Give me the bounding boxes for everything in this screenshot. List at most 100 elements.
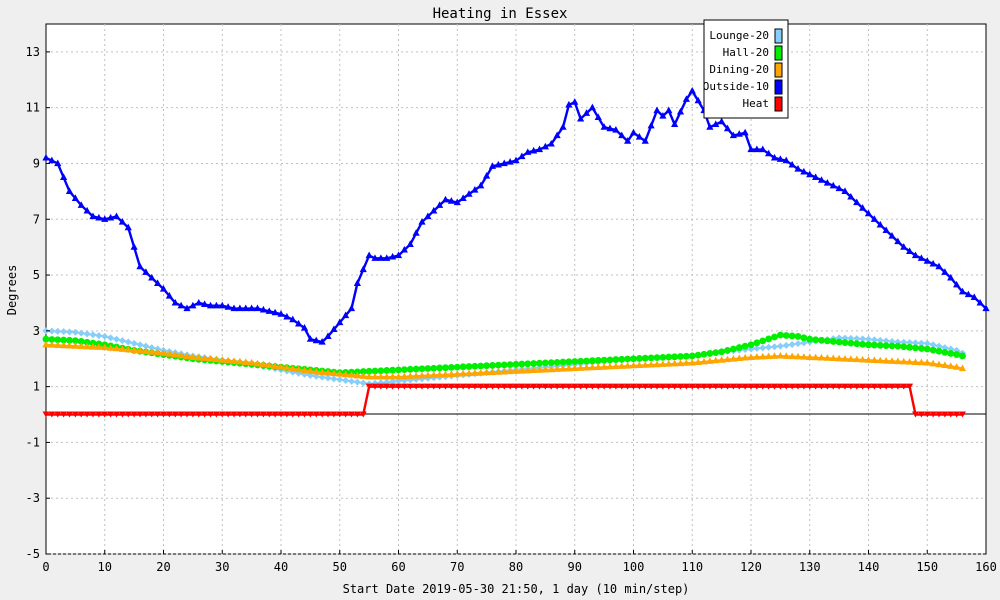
data-point [165, 349, 173, 357]
data-point [471, 369, 479, 376]
data-point [741, 128, 749, 136]
series-heat [42, 383, 966, 418]
data-point [829, 383, 837, 390]
data-point [647, 354, 655, 362]
data-point [953, 363, 961, 370]
y-tick-label: 5 [33, 268, 40, 282]
data-point [494, 361, 502, 369]
data-point [353, 378, 361, 386]
x-tick-label: 30 [215, 560, 229, 574]
data-point [371, 367, 379, 375]
data-point [800, 353, 808, 360]
data-point [183, 411, 191, 418]
data-point [770, 153, 779, 161]
data-point [553, 358, 561, 366]
data-point [677, 353, 684, 360]
data-point [541, 359, 549, 367]
data-point [283, 411, 291, 418]
data-point [864, 209, 873, 217]
data-point [136, 411, 144, 418]
data-point [524, 360, 532, 368]
data-point [876, 341, 884, 349]
data-point [406, 240, 414, 247]
data-point [741, 342, 749, 350]
data-point [870, 356, 878, 364]
data-point [594, 363, 602, 370]
data-point [459, 369, 467, 377]
data-point [324, 411, 332, 418]
data-point [870, 383, 878, 390]
data-point [900, 343, 908, 351]
y-tick-label: -1 [26, 435, 40, 449]
data-point [547, 139, 555, 147]
data-point [565, 358, 573, 366]
data-point [976, 298, 984, 306]
data-point [947, 273, 955, 281]
data-point [776, 383, 784, 390]
data-point [113, 411, 120, 418]
data-point [706, 357, 714, 364]
data-point [271, 308, 279, 316]
data-point [923, 339, 931, 347]
data-point [377, 372, 385, 380]
data-point [365, 251, 373, 259]
data-point [759, 383, 767, 390]
data-point [935, 262, 943, 270]
data-point [118, 411, 126, 418]
data-point [353, 279, 361, 287]
data-point [894, 342, 902, 350]
data-point [906, 383, 914, 390]
data-point [230, 411, 238, 418]
data-point [453, 383, 461, 390]
data-point [536, 383, 543, 390]
data-point [365, 367, 373, 375]
data-point [95, 213, 103, 221]
data-point [483, 383, 491, 390]
data-point [336, 370, 344, 377]
data-point [65, 187, 74, 194]
data-point [600, 123, 608, 130]
data-point [395, 383, 402, 390]
data-point [406, 365, 414, 373]
data-point [406, 383, 414, 390]
data-point [794, 383, 802, 390]
data-point [906, 358, 914, 365]
data-point [906, 343, 914, 351]
data-point [541, 383, 549, 390]
data-point [900, 357, 908, 365]
data-point [306, 411, 314, 418]
data-point [653, 383, 661, 390]
data-point [941, 411, 949, 418]
data-point [336, 318, 344, 326]
data-point [694, 351, 702, 359]
x-tick-label: 20 [156, 560, 170, 574]
data-point [301, 411, 308, 418]
data-point [771, 343, 778, 351]
data-point [459, 194, 467, 201]
y-tick-label: -3 [26, 491, 40, 505]
data-point [518, 360, 526, 368]
data-point [865, 383, 872, 390]
data-point [812, 336, 820, 344]
data-point [806, 170, 814, 178]
data-point [847, 334, 855, 342]
data-point [289, 315, 297, 323]
data-point [571, 364, 579, 372]
data-point [788, 332, 796, 340]
data-point [794, 352, 802, 360]
data-point [912, 339, 919, 347]
data-point [741, 383, 749, 390]
data-point [342, 370, 350, 378]
data-point [430, 364, 438, 372]
data-point [342, 376, 350, 384]
data-point [659, 353, 667, 361]
data-point [512, 383, 520, 390]
data-point [248, 411, 256, 418]
data-point [453, 363, 461, 371]
data-point [882, 337, 890, 345]
data-point [835, 184, 843, 192]
data-point [236, 304, 244, 312]
data-point [641, 354, 649, 362]
data-point [459, 363, 467, 371]
y-tick-label: 11 [26, 101, 40, 115]
